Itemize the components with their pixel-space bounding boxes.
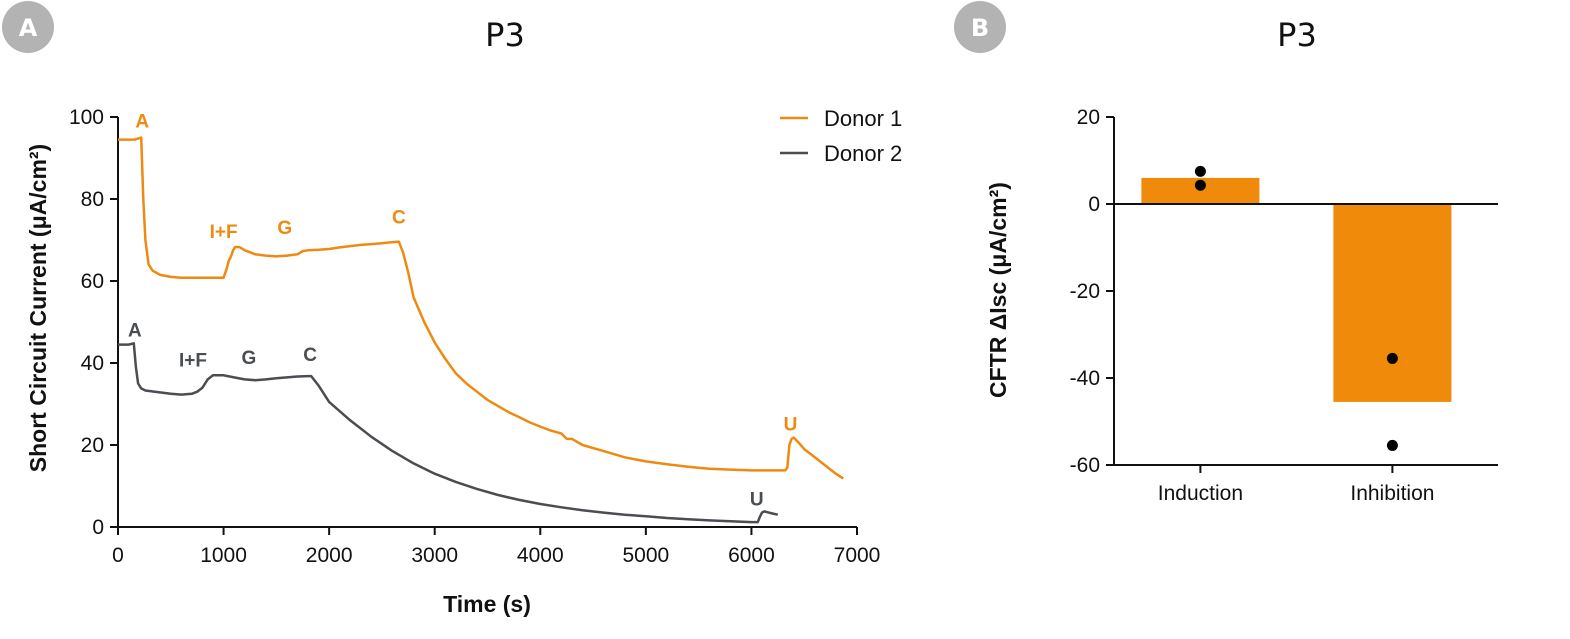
annotation-label: G <box>242 348 257 369</box>
chart-b-y-tick-label: -20 <box>1070 280 1100 303</box>
chart-a-x-tick-label: 5000 <box>622 544 669 567</box>
chart-a-x-tick-label: 6000 <box>728 544 775 567</box>
chart-a-legend: Donor 1 Donor 2 <box>780 106 902 166</box>
panel-a-badge <box>2 1 54 53</box>
series-line-donor-1 <box>118 136 844 480</box>
chart-a-x-tick-label: 3000 <box>411 544 458 567</box>
chart-a-x-tick-label: 2000 <box>306 544 353 567</box>
annotation-label: G <box>277 218 292 239</box>
chart-b: Induction Inhibition 20 0 -20 -40 -60 CFTR ΔIs… <box>985 106 1498 505</box>
chart-a-lines <box>118 136 844 524</box>
annotation-label: I+F <box>179 350 207 371</box>
annotation-label: C <box>392 208 406 229</box>
panel-b-title: P3 <box>1277 16 1317 54</box>
annotation-label: C <box>303 345 317 366</box>
chart-a-axes: 0 1000 2000 3000 4000 5000 6000 7000 0 20 40 60 80 10… <box>69 106 880 567</box>
data-point <box>1386 439 1398 451</box>
panel-b-badge <box>954 1 1006 53</box>
chart-a-y-tick-label: 60 <box>81 270 104 293</box>
annotation-label: A <box>128 320 142 341</box>
bar-inhibition <box>1333 204 1452 402</box>
chart-b-y-tick-label: -60 <box>1070 454 1100 477</box>
chart-b-axes: Induction Inhibition 20 0 -20 -40 -60 <box>1070 106 1498 505</box>
chart-a-y-tick-label: 100 <box>69 106 104 129</box>
chart-b-x-tick-label: Induction <box>1158 482 1243 505</box>
annotation-label: U <box>750 490 764 511</box>
chart-a-xlabel: Time (s) <box>443 591 531 617</box>
chart-a-y-tick-label: 0 <box>92 516 104 539</box>
chart-b-points <box>1194 165 1398 451</box>
data-point <box>1386 352 1398 364</box>
chart-a-y-tick-label: 20 <box>81 434 104 457</box>
chart-a-x-tick-label: 0 <box>112 544 124 567</box>
chart-a-x-tick-label: 7000 <box>834 544 881 567</box>
chart-b-x-tick-label: Inhibition <box>1350 482 1434 505</box>
chart-b-y-tick-label: 20 <box>1077 106 1100 129</box>
panel-b-header: B P3 <box>954 1 1317 54</box>
legend-donor1-label: Donor 1 <box>824 106 902 131</box>
annotation-label: I+F <box>210 222 238 243</box>
annotation-label: A <box>135 111 149 132</box>
chart-b-y-tick-label: 0 <box>1088 193 1100 216</box>
panel-b-badge-label: B <box>971 14 989 42</box>
data-point <box>1194 179 1206 191</box>
chart-a: 0 1000 2000 3000 4000 5000 6000 7000 0 20 40 60 80 10… <box>25 106 902 617</box>
chart-a-y-tick-label: 40 <box>81 352 104 375</box>
chart-a-x-tick-label: 1000 <box>200 544 247 567</box>
legend-donor2-label: Donor 2 <box>824 141 902 166</box>
chart-a-annotations: A I+F G C U A I+F G C U <box>128 111 797 510</box>
panel-a-title: P3 <box>485 16 525 54</box>
chart-b-bars <box>1141 177 1452 402</box>
panel-a-badge-label: A <box>19 14 38 42</box>
chart-b-y-tick-label: -40 <box>1070 367 1100 390</box>
chart-a-x-tick-label: 4000 <box>517 544 564 567</box>
chart-a-ylabel: Short Circuit Current (μA/cm²) <box>25 144 51 472</box>
annotation-label: U <box>784 415 798 436</box>
data-point <box>1194 165 1206 177</box>
panel-a-header: A P3 <box>2 1 525 54</box>
chart-a-y-tick-label: 80 <box>81 188 104 211</box>
chart-b-ylabel: CFTR ΔIsc (μA/cm²) <box>985 182 1011 398</box>
series-line-donor-2 <box>118 342 779 524</box>
